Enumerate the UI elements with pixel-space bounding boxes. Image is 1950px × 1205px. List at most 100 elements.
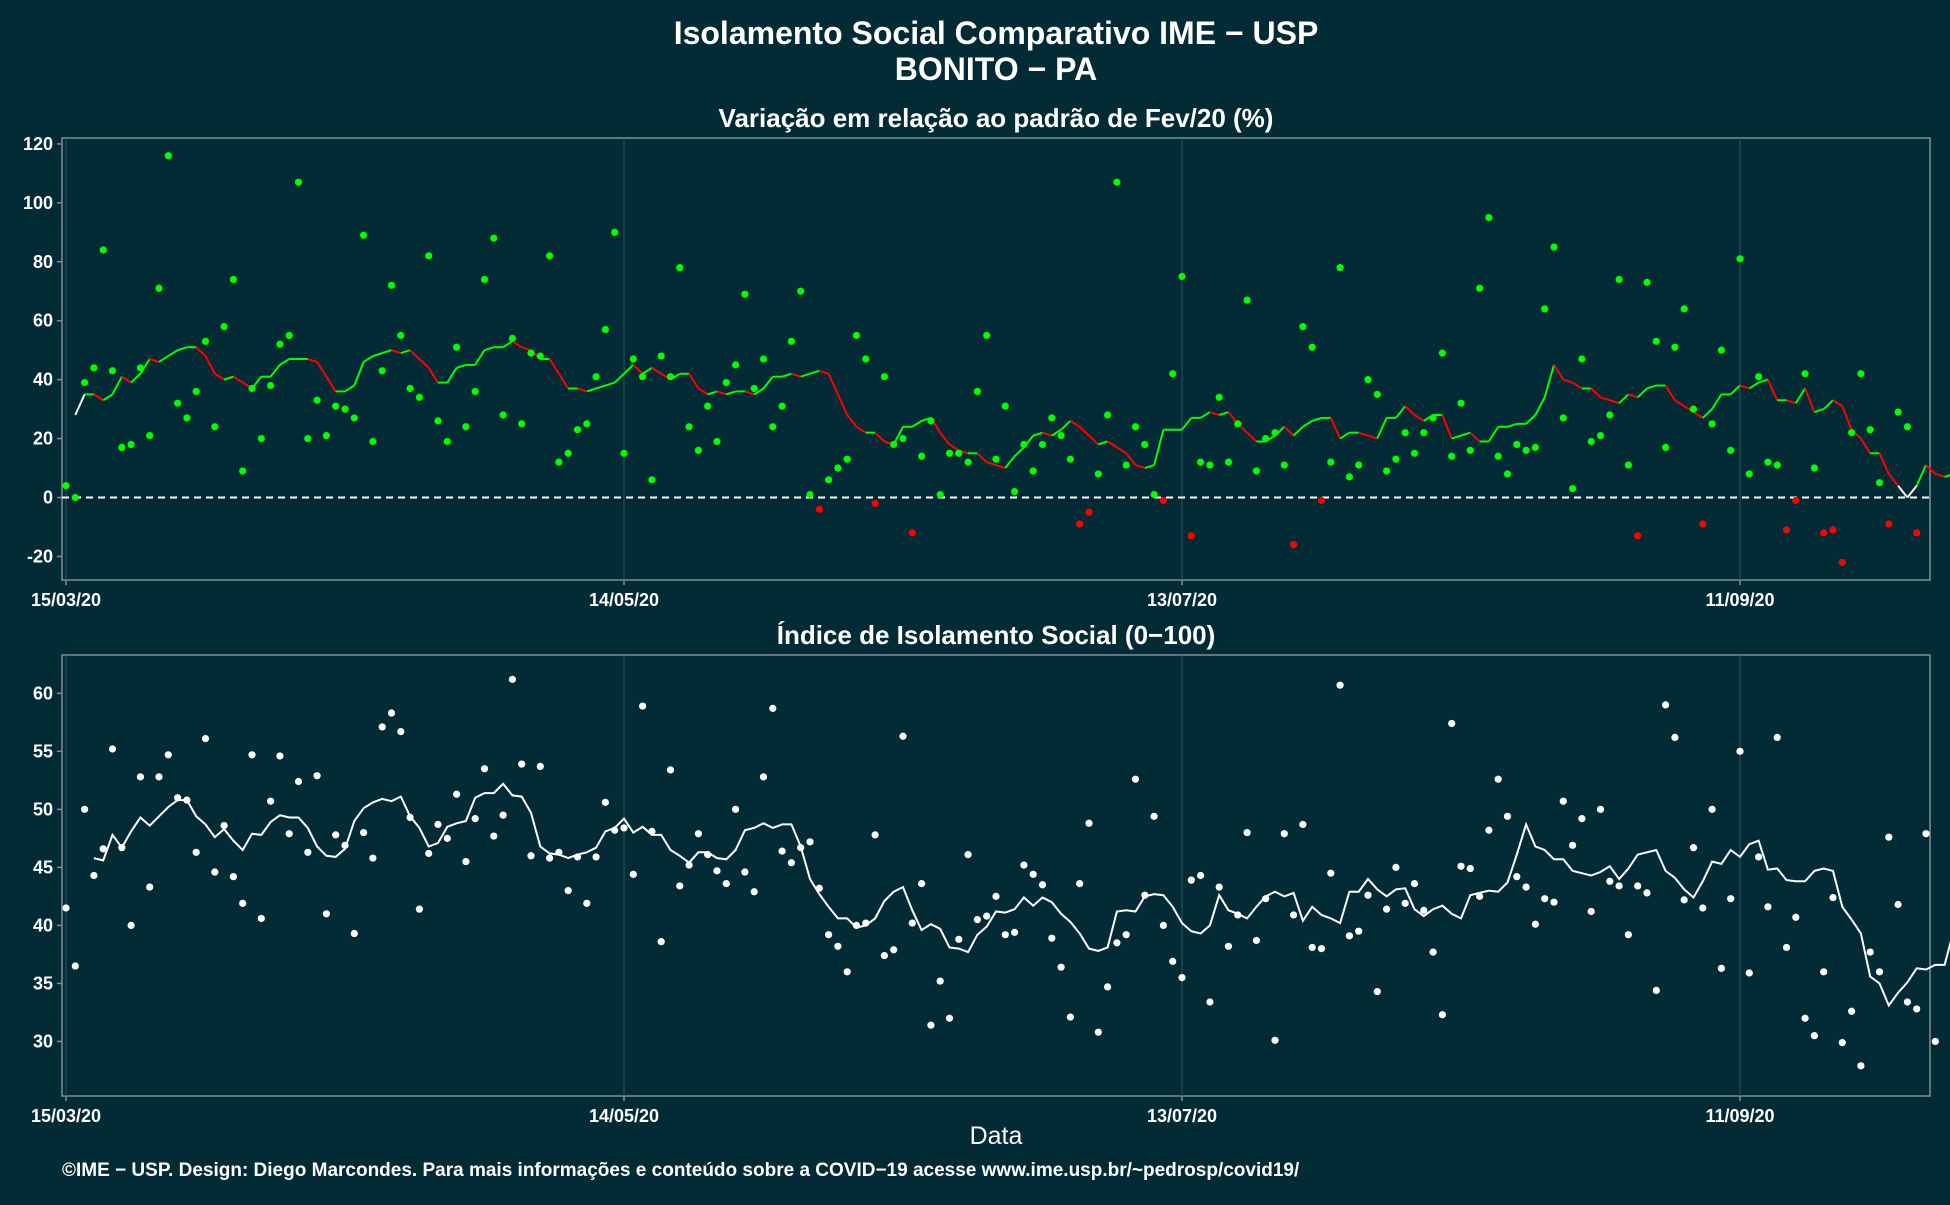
- moving-average-segment: [558, 373, 570, 390]
- data-point: [573, 853, 582, 861]
- data-point: [927, 417, 935, 425]
- data-point: [99, 845, 107, 853]
- data-point: [1104, 983, 1112, 991]
- data-point: [257, 434, 265, 443]
- data-point: [1466, 446, 1474, 454]
- data-point: [1885, 833, 1893, 841]
- data-point: [1048, 414, 1056, 422]
- moving-average-segment: [605, 381, 616, 387]
- data-point: [1578, 815, 1586, 823]
- moving-average-segment: [1543, 364, 1555, 398]
- y-tick-label: 50: [33, 799, 53, 819]
- data-point: [341, 841, 349, 849]
- data-point: [1457, 399, 1465, 407]
- data-point: [90, 871, 98, 880]
- data-point: [759, 773, 768, 781]
- moving-average-segment: [1218, 411, 1229, 416]
- main-subtitle: BONITO − PA: [895, 51, 1097, 87]
- data-point: [211, 868, 219, 876]
- moving-average-segment: [158, 355, 169, 363]
- data-point: [313, 396, 321, 404]
- data-point: [313, 772, 321, 780]
- data-point: [592, 853, 600, 861]
- moving-average-segment: [688, 373, 700, 390]
- moving-average-segment: [1823, 399, 1834, 410]
- moving-average-segment: [1488, 426, 1500, 443]
- moving-average-segment: [1283, 426, 1295, 437]
- data-point: [797, 287, 805, 295]
- data-point: [852, 331, 861, 340]
- data-point: [592, 373, 600, 381]
- data-point: [397, 331, 405, 340]
- data-point: [1224, 458, 1233, 466]
- data-point: [769, 704, 777, 712]
- moving-average-segment: [232, 375, 244, 384]
- data-point: [425, 849, 433, 858]
- data-point: [1345, 932, 1353, 940]
- moving-average-segment: [809, 369, 820, 375]
- moving-average-segment: [1664, 384, 1676, 401]
- data-point: [1066, 1013, 1074, 1021]
- moving-average-segment: [1358, 431, 1369, 437]
- data-point: [192, 848, 200, 856]
- data-point: [1522, 883, 1530, 891]
- moving-average-segment: [1814, 408, 1825, 413]
- data-point: [127, 440, 135, 449]
- data-point: [564, 886, 572, 895]
- data-point: [694, 446, 703, 454]
- moving-average-segment: [586, 387, 597, 393]
- data-point: [1187, 532, 1195, 540]
- data-point: [1057, 432, 1065, 440]
- data-point: [862, 355, 870, 363]
- data-point: [1755, 373, 1763, 381]
- data-point: [406, 813, 414, 822]
- data-point: [1615, 882, 1623, 890]
- moving-average-segment: [948, 443, 960, 452]
- moving-average-segment: [1451, 434, 1462, 440]
- data-point: [1922, 830, 1930, 838]
- moving-average-segment: [1079, 426, 1090, 437]
- data-point: [657, 352, 665, 360]
- data-point: [1606, 411, 1614, 419]
- data-point: [220, 821, 228, 830]
- data-point: [1085, 819, 1093, 827]
- data-point: [1383, 905, 1391, 913]
- moving-average-line: [93, 782, 1950, 1008]
- data-point: [1764, 458, 1772, 466]
- data-point: [1317, 945, 1326, 953]
- data-point: [164, 152, 172, 160]
- data-point: [1448, 452, 1456, 460]
- data-point: [136, 773, 144, 781]
- data-point: [490, 234, 498, 242]
- data-point: [629, 355, 637, 363]
- data-point: [276, 340, 284, 348]
- data-point: [1745, 969, 1753, 977]
- moving-average-segment: [1739, 384, 1750, 390]
- data-point: [759, 355, 768, 363]
- data-point: [601, 325, 610, 334]
- x-tick-label: 11/09/20: [1705, 590, 1774, 610]
- data-point: [787, 859, 796, 867]
- data-point: [1234, 420, 1242, 428]
- data-point: [1131, 423, 1140, 431]
- data-point: [211, 423, 219, 431]
- moving-average-segment: [1460, 431, 1471, 437]
- data-point: [1076, 880, 1084, 888]
- data-point: [732, 361, 740, 369]
- data-point: [453, 790, 461, 798]
- y-tick-label: 80: [33, 252, 53, 272]
- moving-average-segment: [214, 372, 225, 381]
- data-point: [741, 290, 749, 298]
- data-point: [304, 434, 312, 443]
- data-point: [815, 884, 823, 892]
- data-point: [1624, 461, 1632, 469]
- moving-average-segment: [130, 373, 142, 384]
- moving-average-segment: [325, 376, 337, 392]
- data-point: [294, 777, 303, 786]
- moving-average-segment: [1748, 381, 1760, 390]
- data-point: [257, 914, 265, 923]
- data-point: [880, 373, 889, 381]
- data-point: [536, 352, 544, 360]
- data-point: [1513, 440, 1521, 449]
- data-point: [1578, 355, 1586, 363]
